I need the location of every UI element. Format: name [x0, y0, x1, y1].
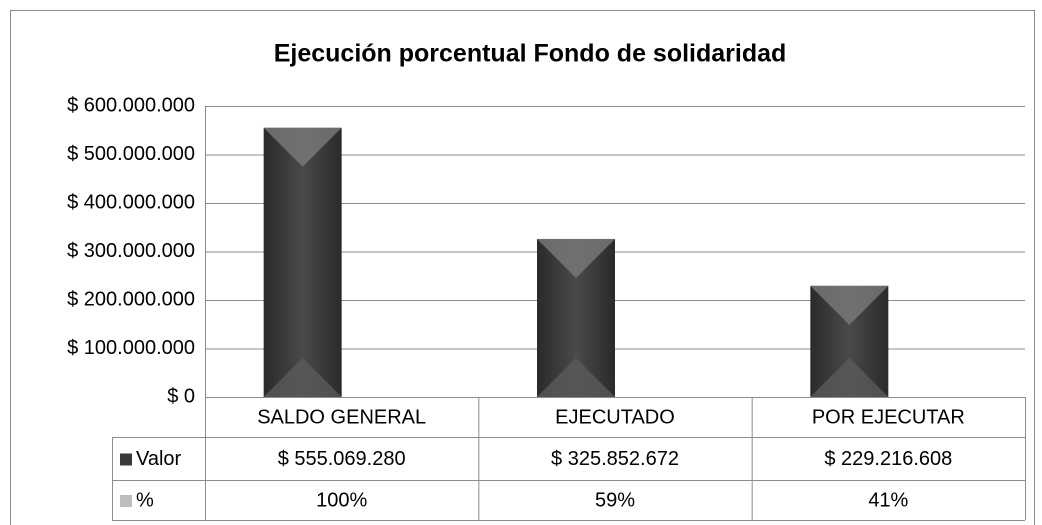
bar-bevel — [263, 358, 342, 397]
y-tick-label: $ 500.000.000 — [67, 143, 195, 165]
table-value: 100% — [316, 489, 367, 511]
y-tick-label: $ 0 — [167, 385, 195, 407]
x-tick-label: POR EJECUTAR — [812, 406, 965, 428]
chart-border — [10, 10, 1035, 525]
legend-label: % — [136, 489, 154, 511]
bar-bevel — [810, 285, 889, 325]
table-value: 59% — [595, 489, 635, 511]
table-value: $ 555.069.280 — [278, 448, 406, 470]
bar-bevel — [810, 358, 889, 397]
table-value: $ 325.852.672 — [551, 448, 679, 470]
y-tick-label: $ 400.000.000 — [67, 191, 195, 213]
x-tick-label: SALDO GENERAL — [257, 406, 426, 428]
table-value: 41% — [868, 489, 908, 511]
y-tick-label: $ 200.000.000 — [67, 288, 195, 310]
x-tick-label: EJECUTADO — [555, 406, 675, 428]
bar — [263, 127, 342, 398]
y-tick-label: $ 100.000.000 — [67, 337, 195, 359]
bar-bevel — [537, 358, 615, 397]
y-tick-label: $ 600.000.000 — [67, 94, 195, 116]
legend-key — [120, 453, 132, 466]
y-tick-label: $ 300.000.000 — [67, 240, 195, 262]
legend-label: Valor — [136, 448, 182, 470]
legend-key — [120, 495, 132, 507]
table-value: $ 229.216.608 — [824, 448, 952, 470]
bar-bevel — [537, 238, 615, 278]
bar-bevel — [263, 127, 342, 167]
chart-title: Ejecución porcentual Fondo de solidarida… — [274, 40, 787, 68]
